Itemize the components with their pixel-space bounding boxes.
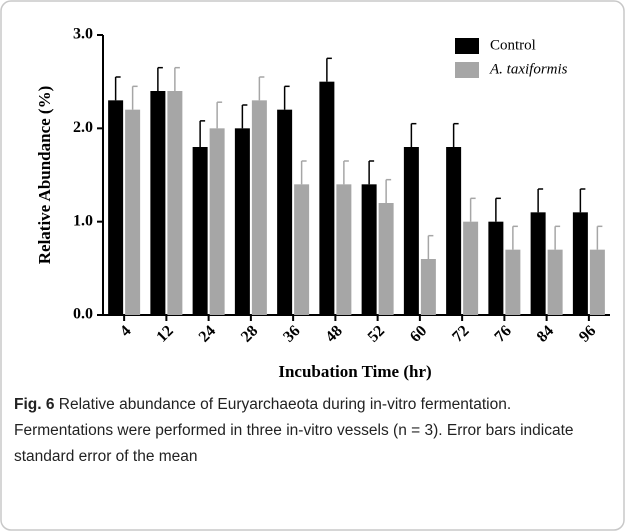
x-tick-label: 72 bbox=[449, 322, 472, 345]
bar bbox=[530, 212, 546, 315]
bar bbox=[446, 147, 462, 315]
bar bbox=[403, 147, 419, 315]
y-tick-label: 1.0 bbox=[73, 212, 93, 229]
y-tick-label: 2.0 bbox=[73, 119, 93, 136]
bar bbox=[589, 249, 605, 315]
bar bbox=[319, 81, 335, 316]
bar bbox=[125, 109, 141, 316]
bar bbox=[167, 91, 183, 315]
bar bbox=[209, 128, 225, 315]
x-tick-label: 28 bbox=[238, 322, 261, 345]
bar bbox=[420, 259, 436, 315]
bar bbox=[488, 221, 504, 315]
caption-label: Fig. 6 bbox=[14, 396, 55, 413]
x-tick-label: 84 bbox=[534, 322, 557, 345]
bar bbox=[547, 249, 563, 315]
legend-label: A. taxiformis bbox=[489, 61, 568, 77]
bar bbox=[361, 184, 377, 315]
caption-text: Relative abundance of Euryarchaeota duri… bbox=[14, 396, 574, 465]
bar bbox=[108, 100, 124, 315]
y-tick-label: 3.0 bbox=[73, 26, 93, 43]
bar bbox=[572, 212, 588, 315]
legend-swatch bbox=[455, 62, 479, 78]
bar bbox=[234, 128, 250, 315]
x-tick-label: 76 bbox=[491, 322, 514, 345]
x-tick-label: 52 bbox=[365, 322, 388, 345]
x-tick-label: 96 bbox=[576, 322, 599, 345]
legend-label: Control bbox=[490, 37, 536, 53]
bar bbox=[192, 147, 208, 315]
bar bbox=[251, 100, 267, 315]
x-tick-label: 24 bbox=[196, 322, 219, 345]
x-tick-label: 48 bbox=[322, 322, 345, 345]
y-tick-label: 0.0 bbox=[73, 306, 93, 323]
caption: Fig. 6 Relative abundance of Euryarchaeo… bbox=[14, 392, 614, 470]
bar bbox=[294, 184, 310, 315]
y-axis-label: Relative Abundance (%) bbox=[35, 86, 54, 265]
bar bbox=[277, 109, 293, 316]
x-tick-label: 36 bbox=[280, 322, 303, 345]
x-axis-label: Incubation Time (hr) bbox=[278, 362, 431, 381]
bar bbox=[505, 249, 521, 315]
legend-swatch bbox=[455, 38, 479, 54]
x-tick-label: 60 bbox=[407, 322, 430, 345]
bar bbox=[336, 184, 352, 315]
bar bbox=[378, 203, 394, 315]
x-tick-label: 4 bbox=[117, 322, 135, 340]
bar bbox=[463, 221, 479, 315]
bar bbox=[150, 91, 166, 315]
x-tick-label: 12 bbox=[153, 322, 176, 345]
